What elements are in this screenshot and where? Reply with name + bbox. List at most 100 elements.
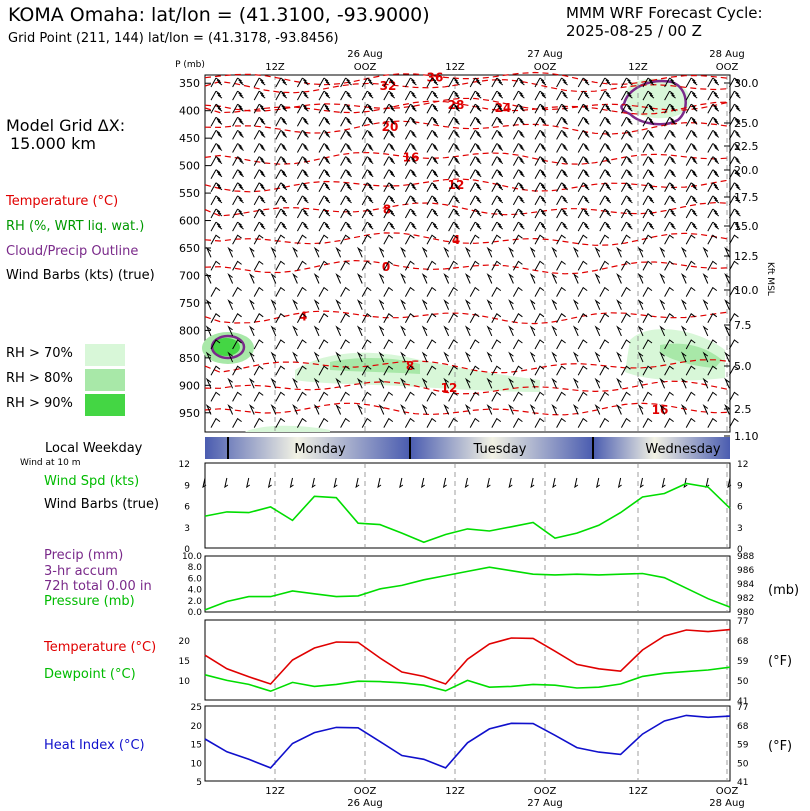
- wind-barb: [577, 182, 590, 193]
- wind-barb: [534, 313, 545, 324]
- heat-right-tick: 50: [737, 759, 749, 769]
- wind-left-tick: 3: [184, 524, 190, 534]
- wind-barb: [361, 116, 374, 127]
- wind-barb: [318, 156, 331, 166]
- wind-barb: [275, 339, 286, 350]
- wind-barb: [232, 391, 242, 402]
- wind-barb: [534, 208, 547, 219]
- wind-barb: [318, 116, 331, 127]
- wind-barb: [556, 116, 568, 127]
- wind-barb: [361, 103, 374, 114]
- wind-barb: [642, 182, 655, 193]
- wind-barb: [599, 156, 612, 166]
- wind-barb: [383, 391, 394, 402]
- wind-barb: [469, 169, 482, 179]
- wind-barb: [491, 90, 504, 101]
- wind-barb: [253, 260, 264, 271]
- wind-barb: [685, 286, 696, 297]
- heat-left-tick: 15: [191, 741, 202, 751]
- wind-barb: [491, 130, 504, 140]
- wind-barb: [313, 246, 320, 258]
- wind-barb: [577, 143, 590, 153]
- temp-right-tick: 50: [737, 677, 749, 687]
- wind-barb: [443, 377, 450, 389]
- wind-barb: [318, 195, 331, 206]
- wind-barb: [248, 325, 255, 337]
- wind-barb: [248, 272, 255, 284]
- wind-barb: [685, 417, 696, 428]
- wind-barb: [599, 234, 610, 245]
- wind-barb: [577, 260, 588, 271]
- wind-barb: [556, 195, 568, 206]
- wind-barb: [253, 169, 266, 179]
- wind-barb: [680, 299, 687, 310]
- heat-right-tick: 59: [737, 741, 749, 751]
- wind-barb: [685, 260, 696, 271]
- wind-barb: [469, 130, 482, 140]
- isotherm-label: 4: [452, 233, 460, 247]
- wind-barb: [210, 365, 221, 376]
- wind-barb: [232, 221, 244, 232]
- wind-barb: [318, 221, 331, 232]
- pressure-tick: 988: [737, 552, 754, 562]
- precip-tick: 6.0: [188, 574, 203, 584]
- wind-barb: [205, 351, 212, 363]
- wind-barb: [659, 351, 666, 363]
- height-tick-label: 15.0: [734, 220, 759, 233]
- wind-barb: [620, 195, 633, 206]
- wind-barb: [594, 351, 601, 363]
- wind-barb: [616, 325, 622, 337]
- wind-barb: [318, 339, 329, 350]
- wind-barb: [318, 169, 331, 179]
- isotherm-label: 28: [448, 98, 465, 112]
- wind-barb: [448, 195, 460, 206]
- wind-barb: [448, 365, 458, 376]
- wind-barb: [512, 195, 525, 206]
- pressure-tick-label: 350: [179, 77, 200, 90]
- wind-barb: [448, 208, 460, 219]
- wind-barb: [232, 339, 242, 350]
- wind-barb: [448, 90, 460, 101]
- wind-barb: [577, 156, 590, 166]
- wind-barb: [707, 260, 718, 271]
- pressure-axis-title: P (mb): [175, 60, 205, 70]
- wind-barb: [448, 116, 460, 127]
- wind-barb: [361, 391, 372, 402]
- wind-barb: [491, 221, 504, 232]
- wind-barb: [642, 260, 653, 271]
- wind-barb: [296, 116, 309, 127]
- wind-barb: [232, 130, 244, 140]
- wind-barb: [534, 90, 547, 101]
- precip-accum-label: 3-hr accum: [44, 564, 118, 579]
- dewpoint-line: [204, 666, 731, 693]
- wind-barb: [491, 391, 502, 402]
- surface-wind-barb: [267, 477, 272, 489]
- wind-barb: [232, 77, 244, 88]
- wind-barb: [378, 246, 385, 258]
- wind-barb: [383, 169, 396, 179]
- wind-barb: [707, 116, 720, 127]
- wind-barb: [464, 325, 471, 337]
- wind-barb: [491, 313, 502, 324]
- wind-barb: [232, 143, 244, 153]
- bottom-time-tick: OOZ: [716, 786, 739, 797]
- wind-barb: [253, 234, 264, 245]
- wind-barb: [383, 130, 396, 140]
- wind-barb: [599, 130, 612, 140]
- wind-barb: [404, 182, 417, 193]
- wind-barb: [335, 246, 342, 258]
- wind-barb: [205, 272, 212, 284]
- wind-barb: [383, 116, 396, 127]
- wind-barb: [685, 339, 696, 350]
- wind-barb: [318, 130, 331, 140]
- wind-barb: [378, 272, 385, 284]
- wind-barb: [313, 272, 320, 284]
- wind-barb: [728, 156, 741, 166]
- wind-barb: [620, 208, 633, 219]
- wind-barb: [512, 339, 523, 350]
- wind-barb: [275, 234, 286, 245]
- precip-tick: 8.0: [188, 563, 203, 573]
- wind-barb: [529, 403, 536, 415]
- surface-wind-barb: [508, 477, 513, 489]
- wind-barb: [443, 299, 450, 310]
